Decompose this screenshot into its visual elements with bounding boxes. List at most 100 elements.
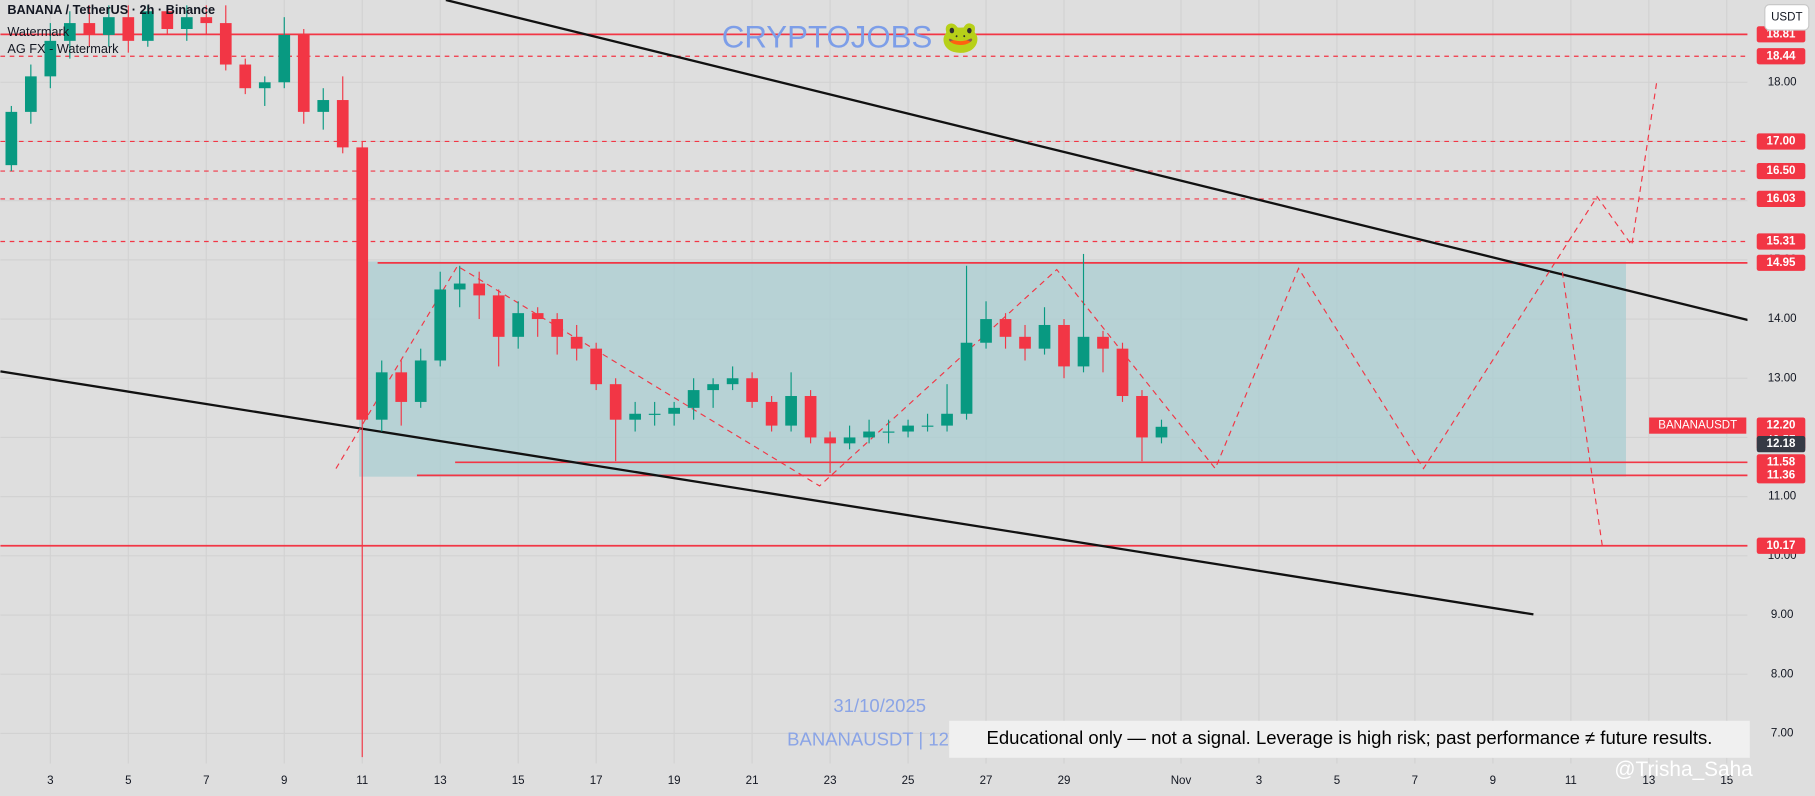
trendline-lower	[0, 370, 1534, 616]
candle-body	[356, 147, 369, 420]
candle-body	[707, 384, 719, 391]
candle-body	[317, 100, 330, 112]
x-tick-label: 23	[824, 775, 837, 787]
y-tick-label: 7.00	[1771, 727, 1793, 739]
candle-body	[609, 384, 622, 420]
x-tick-label: 17	[590, 775, 603, 787]
candle-body	[24, 76, 37, 112]
y-tick-label: 8.00	[1771, 668, 1793, 680]
candle-body	[1097, 336, 1109, 349]
candle-body	[44, 40, 57, 77]
candle-body	[765, 401, 778, 426]
y-tick-label: 13.00	[1768, 372, 1797, 384]
close-tag	[1756, 436, 1806, 453]
price-label: 12.20	[1767, 420, 1796, 432]
candle-body	[843, 437, 856, 444]
level-label: 15.31	[1767, 236, 1796, 248]
level-tag	[1756, 454, 1806, 471]
candle-body	[122, 17, 135, 41]
currency-label[interactable]: USDT	[1771, 11, 1802, 23]
level-label: 11.36	[1767, 469, 1795, 481]
candle-body	[180, 17, 193, 30]
level-label: 11.58	[1767, 456, 1796, 468]
candle-body	[648, 413, 661, 415]
candle-body	[999, 319, 1012, 337]
level-label: 18.44	[1767, 50, 1796, 62]
x-tick-label: 19	[668, 775, 681, 787]
candle-body	[921, 425, 934, 427]
candle-body	[375, 372, 388, 420]
candle-body	[1058, 324, 1070, 367]
projection-path	[335, 78, 1658, 487]
x-tick-label: 29	[1058, 775, 1071, 787]
candle-body	[63, 23, 76, 41]
x-tick-label: 3	[1256, 775, 1262, 787]
candle-body	[570, 336, 583, 349]
x-tick-label: 15	[512, 775, 525, 787]
disclaimer: Educational only — not a signal. Leverag…	[987, 727, 1713, 748]
currency-button[interactable]	[1764, 4, 1810, 31]
candle-body	[785, 396, 797, 426]
x-tick-label: 7	[1412, 775, 1418, 787]
x-tick-label: 13	[1642, 775, 1655, 787]
level-tag	[1756, 162, 1806, 180]
candle-body	[902, 425, 914, 432]
candle-body	[668, 407, 680, 414]
level-label: 17.00	[1767, 136, 1796, 148]
candle-body	[141, 11, 154, 41]
levels	[0, 33, 1748, 547]
candle-body	[941, 413, 953, 426]
x-tick-label: 27	[980, 775, 993, 787]
symbol-stamp: BANANAUSDT | 12	[787, 728, 949, 749]
candle-body	[687, 390, 700, 408]
indicator-label: AG FX - Watermark	[7, 41, 119, 56]
level-tag	[1756, 467, 1806, 484]
range-box	[359, 261, 1626, 477]
candle-body	[336, 100, 349, 148]
indicator-label: Watermark	[7, 24, 69, 39]
candle-body	[980, 319, 992, 343]
axes: 7.008.009.0010.0011.0012.0013.0014.0015.…	[47, 26, 1806, 787]
candle-body	[414, 360, 427, 402]
level-label: 18.81	[1767, 28, 1796, 40]
candle-body	[1077, 336, 1090, 367]
candle-body	[297, 34, 310, 112]
candle-body	[492, 295, 505, 337]
candle-body	[83, 23, 96, 35]
projection-drop	[1561, 271, 1604, 550]
x-tick-label: 3	[47, 775, 53, 787]
x-tick-label: 21	[746, 775, 759, 787]
x-tick-label: 9	[281, 775, 287, 787]
level-tag	[1756, 190, 1806, 207]
level-label: 10.17	[1767, 540, 1796, 552]
candle-body	[395, 372, 408, 402]
y-tick-label: 9.00	[1771, 609, 1793, 621]
candle-body	[473, 283, 486, 296]
x-tick-label: 9	[1490, 775, 1496, 787]
watermark: CRYPTOJOBS 🐸	[722, 20, 980, 55]
candle-body	[863, 431, 875, 438]
level-tag	[1756, 233, 1806, 250]
candle-body	[882, 431, 895, 433]
candle-body	[453, 283, 466, 290]
y-tick-label: 18.00	[1768, 76, 1797, 88]
time-axis	[0, 763, 1748, 796]
candle-body	[161, 11, 174, 30]
candle-body	[531, 313, 544, 320]
level-label: 14.95	[1767, 257, 1796, 269]
candle-body	[551, 319, 564, 337]
candle-body	[824, 437, 836, 444]
trendline-upper	[445, 0, 1760, 324]
symbol-label: BANANAUSDT	[1658, 420, 1737, 432]
level-tag	[1756, 48, 1806, 65]
candle-body	[258, 82, 271, 89]
candle-body	[102, 17, 115, 35]
candle-body	[746, 378, 758, 402]
x-tick-label: 11	[356, 775, 368, 787]
candle-body	[278, 34, 291, 83]
x-tick-label: 7	[203, 775, 209, 787]
candles	[5, 5, 1168, 758]
x-tick-label: 15	[1720, 775, 1733, 787]
